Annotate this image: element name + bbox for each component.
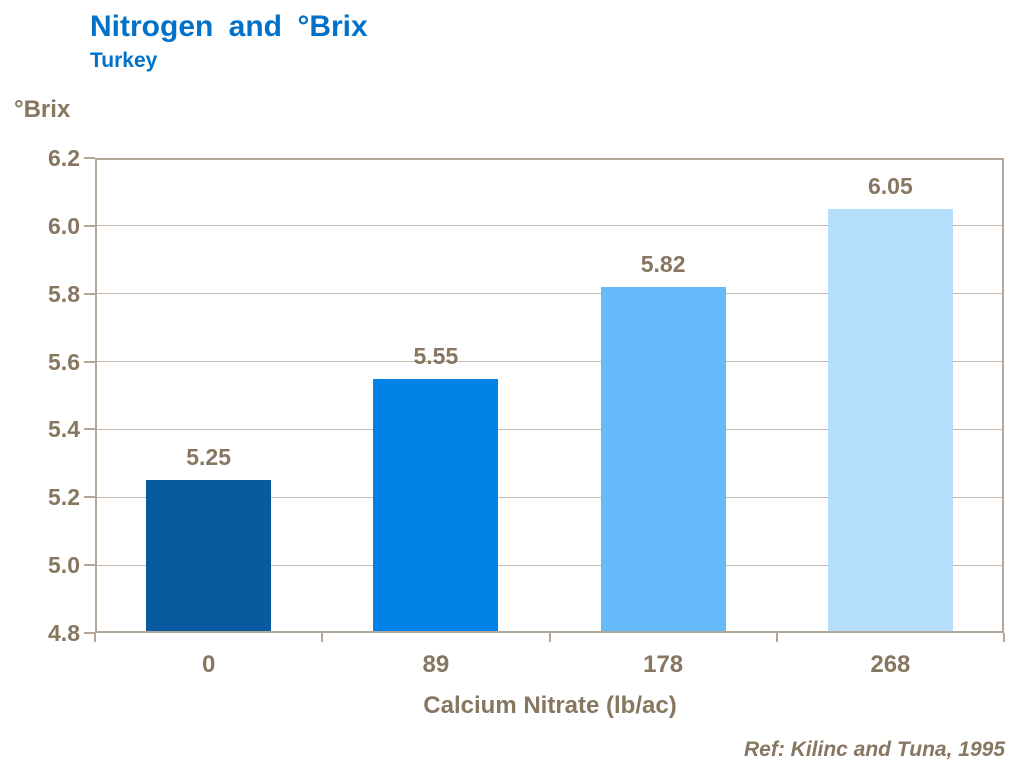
x-tick-label-0: 0: [201, 651, 216, 678]
gridline-5.6: [97, 361, 1002, 363]
gridline-5.8: [97, 293, 1002, 295]
y-tick-mark-5.4: [84, 428, 95, 431]
chart-subtitle: Turkey: [90, 49, 158, 72]
bar-value-label-178: 5.82: [640, 250, 686, 277]
x-tick-mark-2: [548, 633, 551, 642]
y-tick-label-6.2: 6.2: [48, 145, 80, 171]
y-axis-unit-label: °Brix: [14, 96, 71, 123]
x-tick-label-178: 178: [643, 651, 684, 678]
gridline-5.2: [97, 496, 1002, 498]
x-tick-label-268: 268: [870, 651, 911, 678]
bar-value-label-0: 5.25: [186, 444, 231, 471]
y-tick-mark-4.8: [84, 632, 95, 634]
gridline-5.0: [97, 564, 1002, 566]
y-tick-label-6.0: 6.0: [48, 212, 80, 239]
gridline-6.0: [97, 225, 1002, 227]
y-tick-mark-6.0: [84, 224, 95, 227]
bar-89: [373, 378, 499, 631]
y-tick-label-5.6: 5.6: [48, 348, 80, 375]
bar-0: [146, 480, 272, 631]
bar-178: [600, 286, 726, 631]
y-tick-mark-5.0: [84, 564, 95, 567]
y-tick-label-5.0: 5.0: [48, 552, 80, 579]
y-tick-label-5.4: 5.4: [48, 416, 80, 443]
chart-title: Nitrogen and °Brix: [90, 10, 368, 43]
x-tick-mark-0: [94, 633, 96, 642]
y-tick-mark-5.6: [84, 360, 95, 363]
bar-268: [827, 208, 953, 631]
x-tick-label-89: 89: [422, 651, 450, 678]
x-axis-title: Calcium Nitrate (lb/ac): [423, 692, 677, 719]
bar-value-label-268: 6.05: [867, 172, 913, 199]
y-tick-label-5.8: 5.8: [48, 280, 80, 307]
x-tick-mark-1: [321, 633, 324, 642]
y-tick-mark-5.8: [84, 292, 95, 295]
y-tick-label-5.2: 5.2: [48, 484, 80, 511]
gridline-5.4: [97, 428, 1002, 430]
y-tick-mark-5.2: [84, 496, 95, 499]
y-tick-mark-6.2: [84, 157, 95, 159]
x-tick-mark-3: [775, 633, 778, 642]
reference-note: Ref: Kilinc and Tuna, 1995: [743, 738, 1005, 761]
bar-value-label-89: 5.55: [413, 342, 459, 369]
y-tick-label-4.8: 4.8: [48, 620, 80, 646]
x-tick-mark-4: [1003, 633, 1005, 642]
